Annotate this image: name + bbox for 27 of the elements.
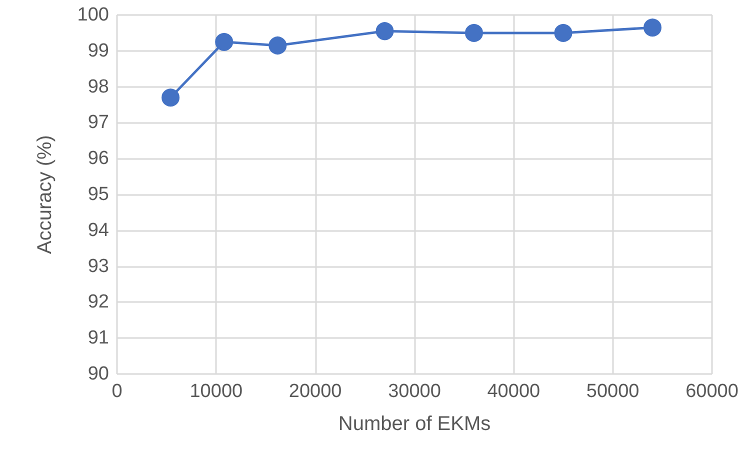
x-tick-label: 40000	[487, 381, 540, 402]
y-tick-label: 98	[88, 76, 109, 98]
point	[644, 18, 662, 37]
y-tick-label: 90	[88, 364, 109, 384]
point	[215, 32, 234, 51]
y-tick-label: 91	[88, 328, 109, 349]
y-tick-label: 97	[88, 112, 109, 134]
x-tick-label: 20000	[288, 381, 342, 402]
x-tick-label: 30000	[388, 381, 441, 402]
point	[376, 22, 394, 40]
y-tick-label: 95	[88, 184, 109, 205]
x-tick-label: 60000	[686, 381, 738, 402]
y-tick-label: 96	[88, 148, 109, 170]
y-tick-label: 94	[88, 220, 110, 241]
point	[162, 88, 180, 107]
y-axis-title: Accuracy (%)	[34, 135, 56, 254]
point	[465, 24, 483, 42]
x-tick-label: 0	[112, 381, 122, 402]
y-tick-label: 100	[77, 4, 109, 26]
point	[554, 24, 572, 42]
y-tick-label: 93	[88, 256, 109, 277]
x-tick-label: 10000	[190, 381, 243, 402]
y-tick-label: 99	[88, 40, 109, 62]
x-axis-title: Number of EKMs	[338, 413, 491, 435]
x-tick-label: 50000	[586, 381, 640, 402]
y-tick-label: 92	[88, 292, 109, 313]
point	[268, 36, 287, 55]
